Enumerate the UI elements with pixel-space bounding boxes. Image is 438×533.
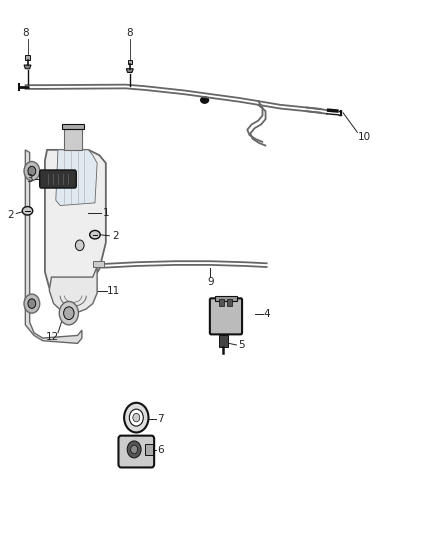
Circle shape xyxy=(28,299,36,309)
Circle shape xyxy=(24,294,40,313)
Circle shape xyxy=(64,307,74,319)
Ellipse shape xyxy=(22,207,33,215)
Text: 8: 8 xyxy=(22,28,28,38)
FancyBboxPatch shape xyxy=(118,435,154,467)
Text: 7: 7 xyxy=(157,414,164,424)
Text: 1: 1 xyxy=(102,208,109,219)
Text: 12: 12 xyxy=(46,332,60,342)
Polygon shape xyxy=(215,296,237,301)
Polygon shape xyxy=(93,261,104,266)
Polygon shape xyxy=(145,444,153,455)
Polygon shape xyxy=(49,266,97,313)
Text: 10: 10 xyxy=(358,132,371,142)
Ellipse shape xyxy=(201,97,208,103)
Circle shape xyxy=(127,441,141,458)
Ellipse shape xyxy=(90,230,100,239)
Polygon shape xyxy=(56,150,97,206)
Polygon shape xyxy=(25,55,30,60)
Circle shape xyxy=(131,445,138,454)
Circle shape xyxy=(124,403,148,432)
Text: 2: 2 xyxy=(7,210,14,220)
Text: 9: 9 xyxy=(207,277,214,287)
Circle shape xyxy=(129,409,143,426)
Circle shape xyxy=(59,302,78,325)
Polygon shape xyxy=(45,150,106,296)
Polygon shape xyxy=(127,60,132,64)
Text: 11: 11 xyxy=(107,286,120,296)
Bar xyxy=(219,300,224,306)
Circle shape xyxy=(24,161,40,181)
Bar xyxy=(227,300,233,306)
Text: 5: 5 xyxy=(238,340,244,350)
Polygon shape xyxy=(25,150,82,343)
Text: 6: 6 xyxy=(157,446,164,456)
FancyBboxPatch shape xyxy=(40,170,76,188)
Circle shape xyxy=(75,240,84,251)
Circle shape xyxy=(28,166,36,176)
Polygon shape xyxy=(62,124,84,128)
Text: 8: 8 xyxy=(127,28,133,38)
Polygon shape xyxy=(126,69,133,72)
Ellipse shape xyxy=(90,232,96,237)
Polygon shape xyxy=(24,65,31,69)
Polygon shape xyxy=(64,128,82,150)
Text: 2: 2 xyxy=(112,231,119,241)
Text: 3: 3 xyxy=(26,174,33,184)
Text: 4: 4 xyxy=(264,309,270,319)
Circle shape xyxy=(133,414,140,422)
FancyBboxPatch shape xyxy=(210,298,242,334)
Bar xyxy=(219,335,228,346)
